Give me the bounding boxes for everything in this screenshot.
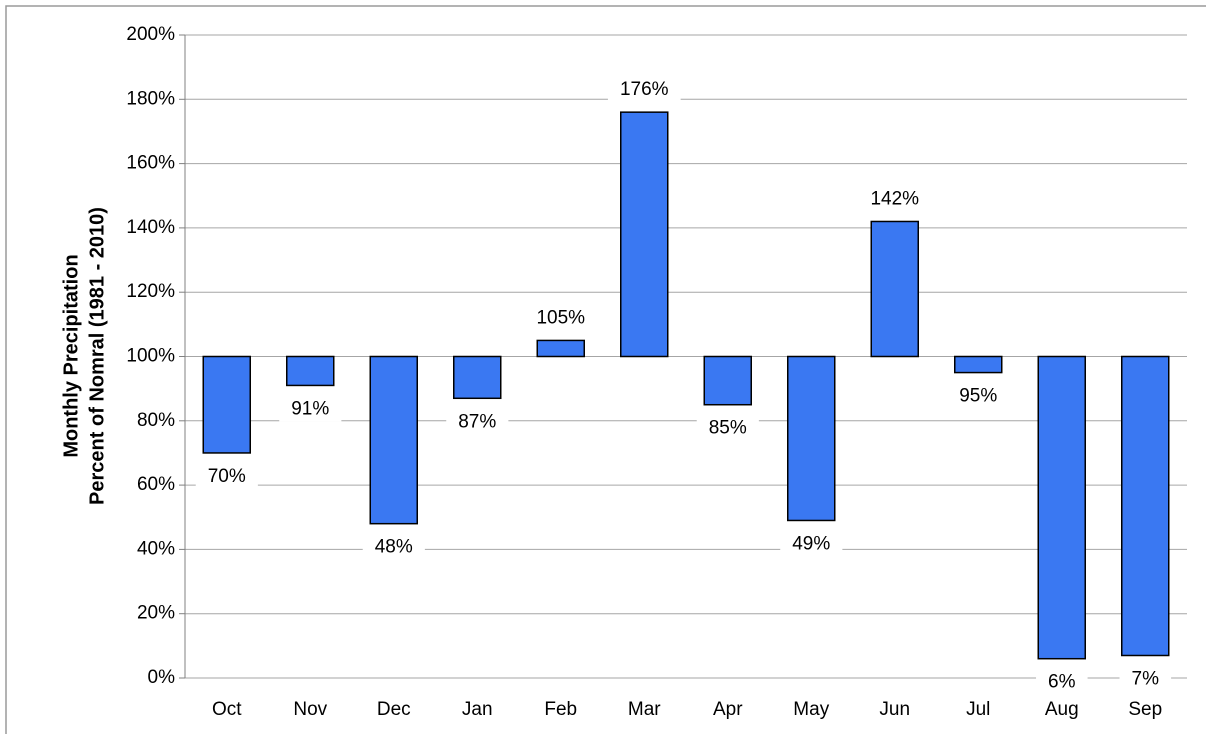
x-tick-label: Oct [212, 699, 242, 720]
value-label: 87% [458, 411, 496, 432]
value-label: 49% [792, 533, 830, 554]
x-tick-label: Nov [293, 699, 327, 720]
value-label-bg [947, 383, 1010, 409]
value-label-bg [858, 186, 932, 212]
bar [369, 355, 418, 525]
y-tick-label: 80% [137, 410, 175, 431]
value-label: 7% [1132, 669, 1160, 690]
value-label: 95% [959, 386, 997, 407]
x-tick-label: May [793, 699, 829, 720]
y-tick-label: 40% [137, 538, 175, 559]
value-label-bg [696, 415, 759, 441]
y-tick-label: 120% [126, 281, 175, 302]
chart-frame [5, 5, 1206, 734]
y-tick-label: 200% [126, 24, 175, 45]
bar [703, 355, 752, 406]
value-label-bg [524, 305, 598, 331]
y-tick-label: 140% [126, 217, 175, 238]
value-label: 91% [291, 398, 329, 419]
bar [620, 111, 669, 358]
y-axis-title: Monthly Precipitation [60, 254, 82, 457]
value-label: 142% [870, 188, 919, 209]
x-tick-label: Jan [462, 699, 493, 720]
bar [1037, 355, 1086, 660]
x-tick-label: Mar [628, 699, 661, 720]
value-label: 48% [375, 537, 413, 558]
y-tick-label: 20% [137, 603, 175, 624]
bar [954, 355, 1003, 374]
value-label-bg [362, 534, 425, 560]
x-tick-label: Dec [377, 699, 411, 720]
value-label-bg [1119, 666, 1172, 692]
y-tick-label: 160% [126, 153, 175, 174]
y-tick-label: 0% [148, 667, 176, 688]
value-label: 70% [208, 466, 246, 487]
bar [787, 355, 836, 522]
x-tick-label: Aug [1045, 699, 1079, 720]
value-label-bg [195, 463, 258, 489]
value-label-bg [1036, 669, 1088, 695]
y-tick-label: 180% [126, 88, 175, 109]
value-label-bg [607, 77, 681, 103]
value-label-bg [780, 531, 843, 557]
value-label-bg [446, 409, 509, 435]
x-tick-label: Jul [966, 699, 990, 720]
y-tick-label: 60% [137, 474, 175, 495]
x-tick-label: Feb [544, 699, 577, 720]
x-tick-label: Jun [879, 699, 910, 720]
value-label: 85% [709, 418, 747, 439]
bar [202, 355, 251, 454]
bar [870, 220, 919, 358]
value-label: 6% [1048, 672, 1076, 693]
y-axis-title: Percent of Nomral (1981 - 2010) [86, 207, 108, 505]
x-tick-label: Sep [1128, 699, 1162, 720]
x-tick-label: Apr [713, 699, 743, 720]
value-label-bg [279, 396, 342, 422]
bar [1121, 355, 1170, 657]
y-tick-label: 100% [126, 346, 175, 367]
bar [453, 355, 502, 400]
bar [536, 339, 585, 358]
value-label: 176% [620, 79, 669, 100]
bar [286, 355, 335, 387]
value-label: 105% [536, 307, 585, 328]
